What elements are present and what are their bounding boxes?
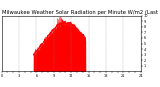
Text: Milwaukee Weather Solar Radiation per Minute W/m2 (Last 24 Hours): Milwaukee Weather Solar Radiation per Mi… xyxy=(2,10,160,15)
